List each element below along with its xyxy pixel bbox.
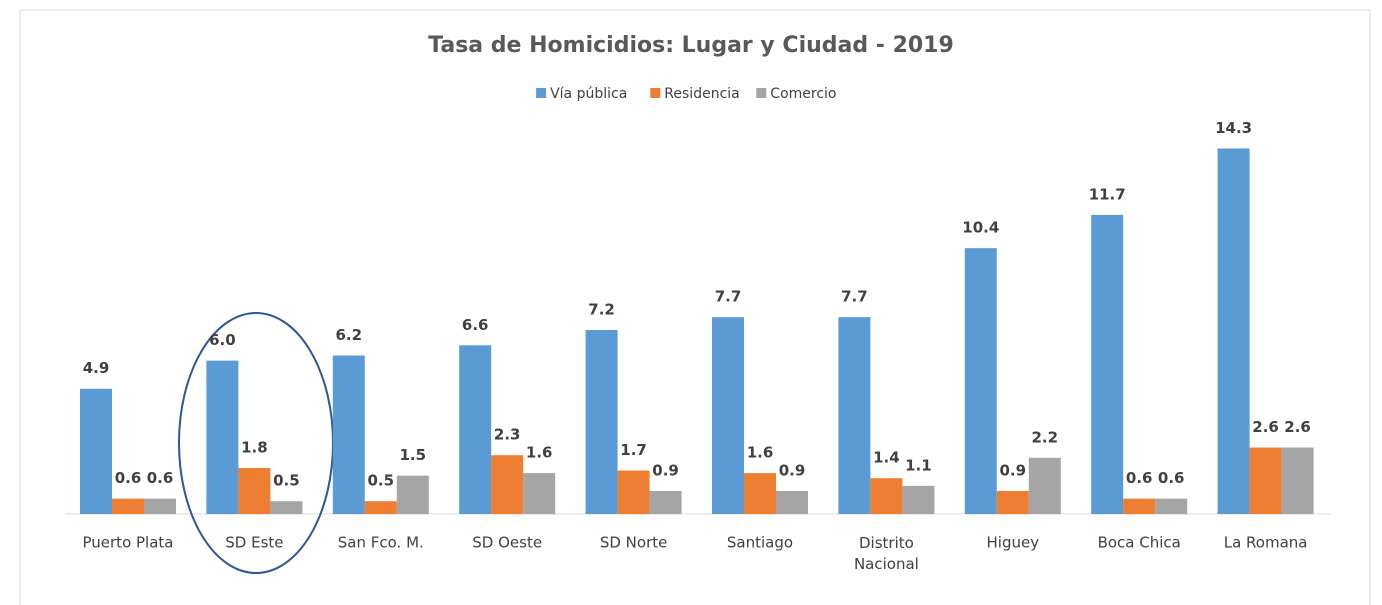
bar xyxy=(1123,498,1156,514)
data-label: 2.3 xyxy=(494,426,521,444)
data-label: 6.2 xyxy=(336,326,363,344)
data-label: 1.7 xyxy=(620,441,647,459)
bar xyxy=(1091,214,1124,514)
legend-label: Vía pública xyxy=(550,86,627,102)
data-label: 6.0 xyxy=(209,331,236,349)
bar xyxy=(523,473,556,514)
x-tick-label: La Romana xyxy=(1224,534,1308,552)
data-label: 1.5 xyxy=(400,446,427,464)
x-tick-label: SD Norte xyxy=(600,534,668,552)
bar xyxy=(712,317,744,514)
x-tick-label: SD Este xyxy=(225,534,283,552)
bar xyxy=(238,467,271,514)
legend-swatch xyxy=(536,88,547,98)
bar xyxy=(649,490,682,514)
data-label: 7.7 xyxy=(841,288,868,306)
data-label: 0.6 xyxy=(1126,469,1153,487)
bar xyxy=(585,329,618,514)
x-tick-label: Higuey xyxy=(987,534,1040,552)
data-label: 2.2 xyxy=(1032,428,1059,446)
x-tick-label: San Fco. M. xyxy=(338,534,424,552)
bar xyxy=(744,473,776,514)
bar xyxy=(332,355,365,514)
bar xyxy=(870,478,903,514)
data-label: 7.7 xyxy=(715,288,742,306)
bar xyxy=(996,490,1029,514)
bar xyxy=(776,490,808,514)
bar xyxy=(1281,447,1314,514)
data-label: 14.3 xyxy=(1215,119,1252,137)
legend-label: Residencia xyxy=(664,86,739,102)
data-label: 4.9 xyxy=(83,359,110,377)
data-label: 0.5 xyxy=(368,472,395,490)
bar xyxy=(364,501,397,514)
bar xyxy=(80,388,112,514)
bar xyxy=(112,498,144,514)
bar xyxy=(617,470,650,514)
bar xyxy=(1155,498,1188,514)
bar xyxy=(396,475,429,514)
bar xyxy=(206,360,239,514)
data-label: 0.9 xyxy=(652,461,679,479)
bar xyxy=(1028,457,1061,514)
x-tick-label: SD Oeste xyxy=(472,534,542,552)
data-label: 1.6 xyxy=(526,444,553,462)
data-label: 10.4 xyxy=(962,219,999,237)
bar xyxy=(144,498,176,514)
bar xyxy=(1249,447,1282,514)
data-label: 11.7 xyxy=(1089,185,1126,203)
bar xyxy=(491,455,524,514)
data-label: 0.6 xyxy=(1158,469,1185,487)
data-label: 2.6 xyxy=(1284,418,1311,436)
x-tick-label: Puerto Plata xyxy=(83,534,174,552)
data-label: 0.5 xyxy=(273,472,300,490)
legend-swatch xyxy=(650,88,661,98)
data-label: 1.1 xyxy=(905,456,932,474)
data-label: 1.4 xyxy=(873,449,900,467)
data-label: 0.9 xyxy=(779,461,806,479)
data-label: 2.6 xyxy=(1252,418,1279,436)
data-label: 0.6 xyxy=(147,469,174,487)
legend-label: Comercio xyxy=(770,86,836,102)
legend-swatch xyxy=(756,88,767,98)
bar xyxy=(270,501,303,514)
chart-title: Tasa de Homicidios: Lugar y Ciudad - 201… xyxy=(428,33,954,58)
bar xyxy=(838,317,871,514)
bar xyxy=(902,485,935,514)
bar xyxy=(459,345,492,514)
x-tick-label: Distrito Nacional xyxy=(854,534,919,573)
x-tick-label: Boca Chica xyxy=(1098,534,1181,552)
data-label: 0.6 xyxy=(115,469,142,487)
data-label: 7.2 xyxy=(588,300,615,318)
data-label: 6.6 xyxy=(462,316,489,334)
data-label: 0.9 xyxy=(1000,461,1027,479)
bar xyxy=(1217,148,1250,515)
x-tick-label: Santiago xyxy=(727,534,793,552)
data-label: 1.6 xyxy=(747,444,774,462)
bar xyxy=(964,248,997,514)
data-label: 1.8 xyxy=(241,438,268,456)
